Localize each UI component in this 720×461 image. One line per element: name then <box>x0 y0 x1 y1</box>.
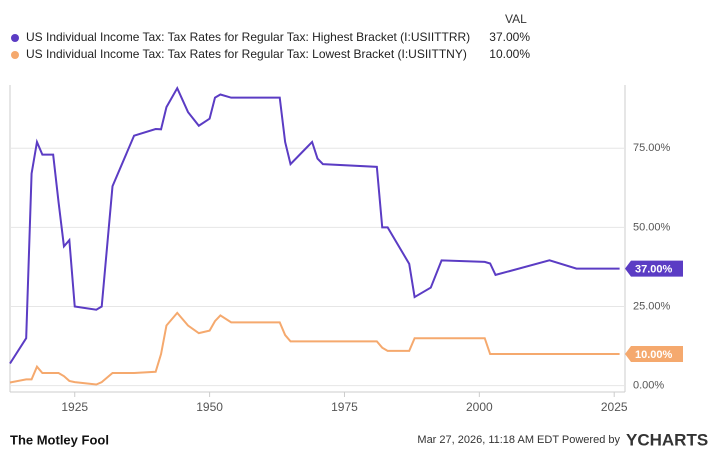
y-tick-label: 0.00% <box>633 380 664 392</box>
legend-value: 37.00% <box>489 30 530 44</box>
x-tick-label: 2000 <box>466 400 493 414</box>
y-tick-label: 75.00% <box>633 142 671 154</box>
provider: YCHARTS <box>626 430 708 449</box>
x-tick-label: 1950 <box>196 400 223 414</box>
legend-header: VAL <box>505 12 527 26</box>
x-tick-label: 2025 <box>601 400 628 414</box>
legend-label: US Individual Income Tax: Tax Rates for … <box>26 47 467 61</box>
series-line <box>9 311 620 386</box>
legend-value: 10.00% <box>489 47 530 61</box>
legend-label: US Individual Income Tax: Tax Rates for … <box>26 30 470 44</box>
value-tag <box>625 346 683 363</box>
legend-swatch <box>11 51 19 59</box>
series-line <box>9 85 620 365</box>
legend-swatch <box>11 34 19 42</box>
x-tick-label: 1925 <box>61 400 88 414</box>
y-tick-label: 50.00% <box>633 221 671 233</box>
value-tag-label: 10.00% <box>635 349 673 361</box>
x-tick-label: 1975 <box>331 400 358 414</box>
brand: The Motley Fool <box>10 432 109 447</box>
value-tag <box>625 260 683 277</box>
value-tag-label: 37.00% <box>635 263 673 275</box>
y-tick-label: 25.00% <box>633 300 671 312</box>
timestamp: Mar 27, 2026, 11:18 AM EDT Powered by <box>417 434 620 446</box>
